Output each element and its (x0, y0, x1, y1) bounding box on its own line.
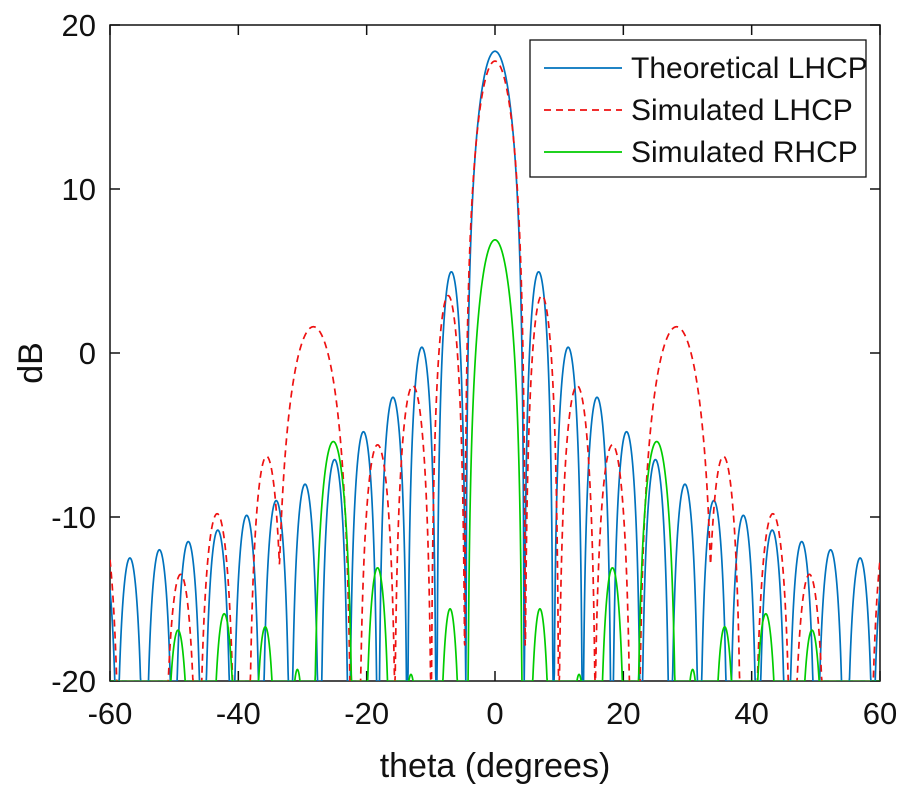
axis-tick-labels: -60 -40 -20 0 20 40 60 -20 -10 0 10 20 (51, 8, 897, 731)
y-tick-label: 20 (62, 8, 96, 43)
y-tick-label: -10 (51, 500, 96, 535)
legend-label-simulated-lhcp: Simulated LHCP (631, 94, 853, 127)
x-tick-label: 60 (863, 696, 897, 731)
axis-ticks (109, 24, 881, 682)
x-tick-label: 20 (606, 696, 640, 731)
curve-simulated-lhcp (110, 60, 880, 681)
data-curves (110, 50, 880, 681)
x-tick-label: 40 (734, 696, 768, 731)
x-tick-label: -20 (344, 696, 389, 731)
x-tick-label: -40 (216, 696, 261, 731)
legend-label-theoretical-lhcp: Theoretical LHCP (631, 52, 868, 85)
legend-box (529, 39, 867, 178)
y-tick-label: -20 (51, 664, 96, 699)
legend-label-simulated-rhcp: Simulated RHCP (631, 136, 858, 169)
curve-simulated-rhcp (110, 238, 880, 681)
y-axis-label: dB (12, 342, 50, 384)
x-tick-label: -60 (88, 696, 133, 731)
x-tick-label: 0 (486, 696, 503, 731)
legend: Theoretical LHCP Simulated LHCP Simulate… (529, 39, 868, 178)
curve-theoretical-lhcp (110, 50, 880, 681)
y-tick-label: 10 (62, 172, 96, 207)
y-tick-label: 0 (79, 336, 96, 371)
x-axis-label: theta (degrees) (380, 747, 611, 785)
